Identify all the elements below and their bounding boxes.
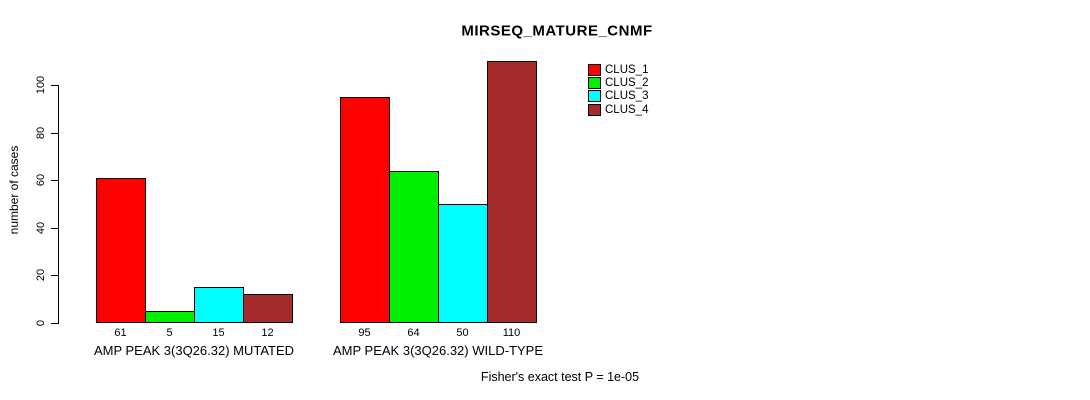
group-label: AMP PEAK 3(3Q26.32) WILD-TYPE [333, 343, 543, 358]
y-tick-mark [51, 132, 58, 134]
y-axis-label: number of cases [7, 145, 21, 235]
legend-swatch-icon [588, 90, 601, 103]
y-tick-label: 100 [35, 75, 47, 95]
y-axis [58, 85, 59, 324]
legend: CLUS_1 CLUS_2 CLUS_3 CLUS_4 [588, 63, 648, 116]
y-tick-label: 20 [35, 269, 47, 282]
legend-label: CLUS_1 [605, 63, 649, 76]
legend-item: CLUS_4 [588, 103, 648, 116]
y-tick-label: 60 [35, 174, 47, 187]
bar-value-label: 95 [358, 327, 371, 339]
legend-label: CLUS_2 [605, 76, 649, 89]
legend-swatch-icon [588, 63, 601, 76]
bar [96, 178, 146, 323]
bar [243, 294, 293, 323]
legend-label: CLUS_3 [605, 90, 649, 103]
bar [340, 97, 390, 323]
bar-value-label: 64 [407, 327, 420, 339]
chart-title: MIRSEQ_MATURE_CNMF [461, 22, 653, 40]
annotation-text: Fisher's exact test P = 1e-05 [480, 370, 640, 384]
bar-value-label: 12 [261, 327, 274, 339]
legend-label: CLUS_4 [605, 103, 649, 116]
y-tick-label: 40 [35, 221, 47, 234]
legend-item: CLUS_2 [588, 76, 648, 89]
y-tick-label: 80 [35, 126, 47, 139]
bar [438, 204, 488, 323]
y-tick-mark [51, 85, 58, 86]
y-tick-mark [51, 275, 58, 277]
bar-value-label: 15 [212, 327, 225, 339]
y-tick-mark [51, 180, 58, 182]
bar-value-label: 50 [456, 327, 469, 339]
bar-value-label: 5 [166, 327, 173, 339]
legend-item: CLUS_3 [588, 90, 648, 103]
legend-swatch-icon [588, 103, 601, 116]
bar-value-label: 110 [502, 327, 521, 339]
bar [487, 61, 537, 323]
bar [145, 311, 195, 323]
group-label: AMP PEAK 3(3Q26.32) MUTATED [93, 343, 295, 358]
legend-swatch-icon [588, 76, 601, 89]
y-tick-label: 0 [35, 319, 47, 327]
y-tick-mark [51, 227, 58, 229]
bar [194, 287, 244, 323]
bar-value-label: 61 [114, 327, 127, 339]
bar [389, 171, 439, 323]
y-tick-mark [51, 323, 58, 324]
legend-item: CLUS_1 [588, 63, 648, 76]
